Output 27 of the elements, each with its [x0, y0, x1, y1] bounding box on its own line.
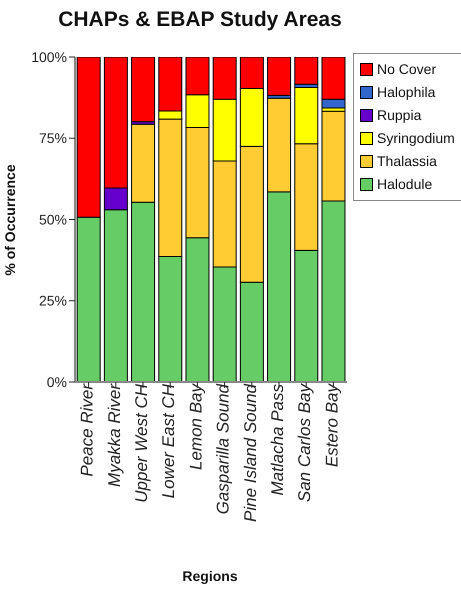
x-tick-label: Peace River: [78, 382, 97, 477]
y-axis-title: % of Occurrence: [2, 164, 18, 276]
legend-label: Thalassia: [377, 152, 437, 171]
y-tick-label: 50%: [38, 211, 67, 228]
bar: [267, 57, 292, 96]
y-tick-label: 75%: [38, 130, 67, 146]
x-tick-label: San Carlos Bay: [295, 382, 314, 502]
x-tick-label: Gasparilla Sound: [214, 383, 233, 514]
x-tick-label: Matlacha Pass: [268, 384, 287, 496]
legend-label: Ruppia: [377, 106, 422, 125]
x-axis-title: Regions: [181, 568, 239, 584]
legend-label: Halophila: [377, 83, 436, 102]
chart-title: CHAPs & EBAP Study Areas: [57, 8, 343, 32]
x-tick-label: Estero Bay: [322, 382, 342, 468]
bar: [131, 57, 156, 122]
y-tick-label: 25%: [38, 292, 67, 309]
y-tick-label: 0%: [46, 374, 67, 390]
bar: [294, 57, 318, 85]
legend-label: Halodule: [377, 175, 432, 194]
legend-label: Syringodium: [377, 129, 455, 148]
x-tick-label: Lemon Bay: [186, 382, 206, 470]
x-tick-label: Myakka River: [104, 382, 124, 487]
x-tick-label: Upper West CH: [132, 383, 151, 503]
x-tick-label: Pine Island Sound: [240, 383, 260, 522]
x-tick-label: Lower East CH: [159, 383, 178, 498]
legend-label: No Cover: [377, 60, 436, 79]
y-tick-label: 100%: [31, 48, 67, 65]
